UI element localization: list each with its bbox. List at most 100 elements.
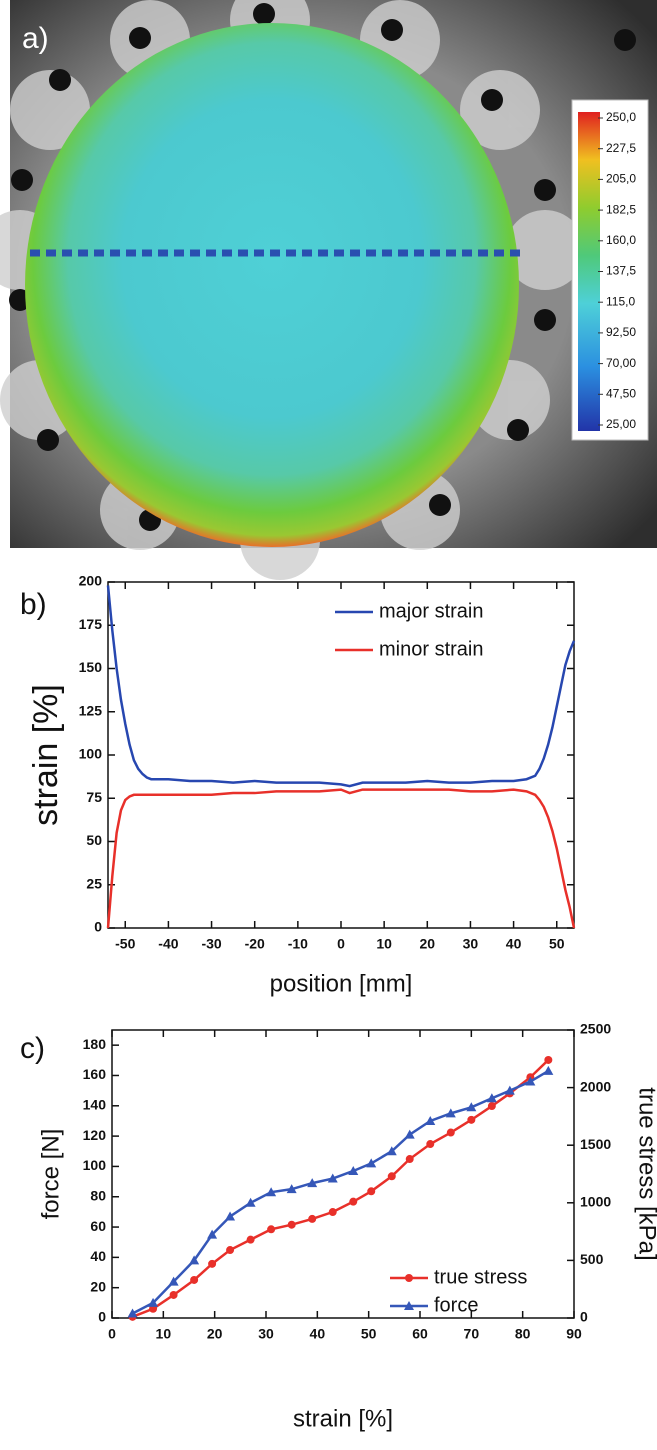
y-tick-label: 0 [94,919,102,935]
x-tick-label: 30 [258,1326,274,1342]
marker [543,1065,554,1075]
colorbar-label: 182,5 [606,202,636,216]
marker [190,1275,199,1284]
marker [446,1128,455,1137]
marker [404,1129,415,1139]
x-tick-label: 10 [156,1326,172,1342]
x-tick-label: -20 [245,936,265,952]
marker [504,1085,515,1095]
y-tick-label: 175 [79,616,103,632]
x-tick-label: 90 [566,1326,582,1342]
y2-tick-label: 500 [580,1251,604,1267]
colorbar-label: 227,5 [606,141,636,155]
x-tick-label: 40 [506,936,522,952]
marker [207,1229,218,1239]
marker [405,1155,414,1164]
legend-marker [404,1301,414,1310]
x-tick-label: 70 [464,1326,480,1342]
x-tick-label: 0 [337,936,345,952]
x-tick-label: 60 [412,1326,428,1342]
marker [266,1187,277,1197]
legend-label: major strain [379,600,483,622]
x-tick-label: 80 [515,1326,531,1342]
x-tick-label: -30 [201,936,221,952]
marker [544,1055,553,1064]
marker [307,1178,318,1188]
marker [387,1172,396,1181]
y2-tick-label: 0 [580,1309,588,1325]
marker [445,1108,456,1118]
marker [286,1184,297,1194]
panel-label: a) [22,22,49,55]
y-tick-label: 40 [90,1248,106,1264]
marker [467,1115,476,1124]
marker [349,1197,358,1206]
y-tick-label: 100 [83,1157,107,1173]
y-tick-label: 200 [79,573,103,589]
colorbar-label: 92,50 [606,325,636,339]
marker [208,1259,217,1268]
x-tick-label: 50 [361,1326,377,1342]
marker [287,1220,296,1229]
y-tick-label: 50 [86,832,102,848]
marker [487,1102,496,1111]
x-tick-label: -40 [158,936,178,952]
x-tick-label: 40 [310,1326,326,1342]
legend-marker [405,1274,413,1282]
y2-tick-label: 2500 [580,1021,611,1037]
marker [426,1140,435,1149]
marker [169,1290,178,1299]
y-tick-label: 160 [83,1066,107,1082]
x-tick-label: -10 [288,936,308,952]
x-tick-label: 50 [549,936,565,952]
marker [366,1158,377,1168]
marker [348,1165,359,1175]
colorbar-label: 205,0 [606,172,636,186]
y-tick-label: 180 [83,1036,107,1052]
legend-label: force [434,1294,478,1316]
y-tick-label: 60 [90,1218,106,1234]
x-axis-label: position [mm] [270,970,413,997]
marker [267,1225,276,1234]
series-line [106,788,576,929]
panel-label: b) [20,588,47,621]
legend-label: true stress [434,1266,527,1288]
marker [425,1115,436,1125]
marker [525,1076,536,1086]
plot-frame [111,1029,575,1319]
marker [246,1235,255,1244]
colorbar-label: 70,00 [606,356,636,370]
x-tick-label: 0 [108,1326,116,1342]
colorbar-label: 160,0 [606,233,636,247]
plot-frame [107,581,575,929]
marker [245,1197,256,1207]
marker [168,1276,179,1286]
marker [148,1297,159,1307]
x-tick-label: -50 [115,936,135,952]
y2-tick-label: 2000 [580,1078,611,1094]
y-tick-label: 100 [79,746,103,762]
marker [127,1308,138,1318]
marker [486,1093,497,1103]
y-tick-label: 125 [79,702,103,718]
marker [367,1187,376,1196]
y-tick-label: 75 [86,789,102,805]
colorbar-label: 25,00 [606,417,636,431]
photo [0,0,657,580]
x-tick-label: 10 [376,936,392,952]
series-line [132,1059,550,1319]
y-tick-label: 25 [86,875,102,891]
y2-axis-label: true stress [kPa] [634,1087,657,1260]
marker [327,1173,338,1183]
colorbar-label: 250,0 [606,110,636,124]
legend-label: minor strain [379,638,483,660]
marker [225,1211,236,1221]
colorbar-label: 137,5 [606,264,636,278]
marker [308,1214,317,1223]
x-tick-label: 20 [207,1326,223,1342]
marker [328,1208,337,1217]
panel-label: c) [20,1032,45,1065]
x-tick-label: 20 [420,936,436,952]
